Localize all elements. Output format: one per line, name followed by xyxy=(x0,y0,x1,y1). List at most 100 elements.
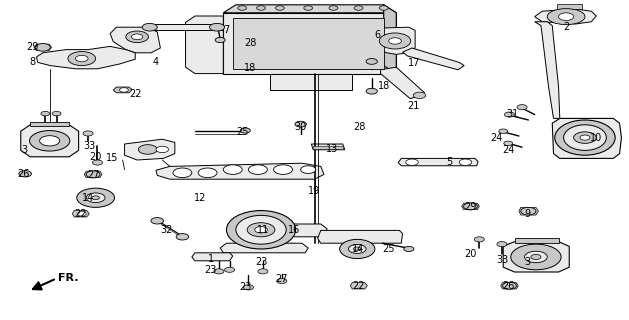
Ellipse shape xyxy=(247,223,275,237)
Polygon shape xyxy=(535,9,596,24)
Circle shape xyxy=(138,145,157,154)
Circle shape xyxy=(497,242,507,247)
Circle shape xyxy=(404,246,414,252)
Circle shape xyxy=(329,6,338,10)
Text: 29: 29 xyxy=(464,202,477,212)
Text: 10: 10 xyxy=(590,132,603,143)
Text: 17: 17 xyxy=(408,58,420,68)
Circle shape xyxy=(257,6,265,10)
Circle shape xyxy=(83,131,93,136)
Text: 31: 31 xyxy=(506,108,518,119)
Polygon shape xyxy=(113,87,132,93)
Text: 27: 27 xyxy=(276,274,288,284)
Circle shape xyxy=(198,168,217,178)
Ellipse shape xyxy=(226,211,296,249)
Text: 18: 18 xyxy=(377,81,390,91)
Text: 33: 33 xyxy=(83,140,96,151)
Polygon shape xyxy=(350,283,367,289)
Circle shape xyxy=(366,59,377,64)
Circle shape xyxy=(173,168,192,178)
Text: 6: 6 xyxy=(374,29,381,40)
Bar xyxy=(557,4,582,9)
Circle shape xyxy=(353,247,361,251)
Circle shape xyxy=(406,159,418,165)
Text: 23: 23 xyxy=(255,257,267,267)
Polygon shape xyxy=(535,22,560,118)
Circle shape xyxy=(41,111,50,116)
Polygon shape xyxy=(223,13,396,74)
Ellipse shape xyxy=(574,132,596,143)
Circle shape xyxy=(120,88,128,92)
Text: 27: 27 xyxy=(87,170,99,180)
Text: 23: 23 xyxy=(204,265,217,275)
Circle shape xyxy=(379,33,411,49)
Polygon shape xyxy=(552,118,621,158)
Text: 28: 28 xyxy=(353,122,366,132)
Polygon shape xyxy=(156,163,324,179)
Text: 33: 33 xyxy=(496,255,508,265)
Circle shape xyxy=(348,244,366,253)
Circle shape xyxy=(504,141,513,146)
Circle shape xyxy=(413,92,426,99)
Ellipse shape xyxy=(340,239,375,259)
Circle shape xyxy=(301,166,316,173)
Circle shape xyxy=(504,112,515,117)
Circle shape xyxy=(243,285,253,290)
Text: 20: 20 xyxy=(464,249,477,259)
Text: 22: 22 xyxy=(129,89,142,100)
Text: 15: 15 xyxy=(106,153,118,163)
Circle shape xyxy=(142,23,157,31)
Polygon shape xyxy=(34,44,52,51)
Polygon shape xyxy=(220,243,308,253)
Circle shape xyxy=(503,282,516,289)
Circle shape xyxy=(366,88,377,94)
Circle shape xyxy=(255,227,267,233)
Circle shape xyxy=(215,37,225,43)
Polygon shape xyxy=(462,203,479,210)
Circle shape xyxy=(225,267,235,272)
Circle shape xyxy=(151,218,164,224)
Polygon shape xyxy=(384,5,396,74)
Text: 8: 8 xyxy=(30,57,36,67)
Polygon shape xyxy=(311,144,345,150)
Text: 2: 2 xyxy=(563,22,569,32)
Text: 16: 16 xyxy=(288,225,301,235)
Text: 11: 11 xyxy=(257,225,269,235)
Text: 1: 1 xyxy=(208,253,214,264)
Polygon shape xyxy=(192,253,233,261)
Bar xyxy=(233,18,384,69)
Polygon shape xyxy=(503,242,569,272)
Circle shape xyxy=(474,237,484,242)
Circle shape xyxy=(499,129,508,133)
Circle shape xyxy=(77,212,86,216)
Circle shape xyxy=(379,6,388,10)
Circle shape xyxy=(209,23,225,31)
Text: 4: 4 xyxy=(153,57,159,67)
Text: 7: 7 xyxy=(223,25,230,35)
Text: 30: 30 xyxy=(294,122,307,132)
Ellipse shape xyxy=(30,131,70,151)
Circle shape xyxy=(295,121,306,127)
Circle shape xyxy=(75,55,88,62)
Polygon shape xyxy=(515,238,559,243)
Circle shape xyxy=(126,31,148,43)
Circle shape xyxy=(223,165,242,174)
Circle shape xyxy=(52,111,61,116)
Circle shape xyxy=(35,44,50,51)
Ellipse shape xyxy=(511,244,561,270)
Circle shape xyxy=(92,160,103,165)
Polygon shape xyxy=(501,283,518,289)
Circle shape xyxy=(277,278,287,284)
Ellipse shape xyxy=(564,125,606,150)
Text: 9: 9 xyxy=(524,209,530,219)
Polygon shape xyxy=(371,27,415,54)
Text: 3: 3 xyxy=(524,257,530,267)
Text: 28: 28 xyxy=(244,37,257,48)
Polygon shape xyxy=(381,67,425,99)
Text: 24: 24 xyxy=(491,132,503,143)
Text: 23: 23 xyxy=(239,282,252,292)
Text: 32: 32 xyxy=(160,225,173,235)
Circle shape xyxy=(131,34,143,40)
Circle shape xyxy=(304,6,313,10)
Circle shape xyxy=(389,38,401,44)
